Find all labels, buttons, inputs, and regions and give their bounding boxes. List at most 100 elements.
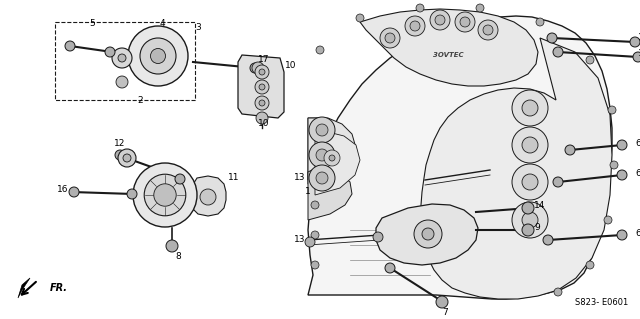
Circle shape — [522, 212, 538, 228]
Circle shape — [166, 240, 178, 252]
Circle shape — [435, 15, 445, 25]
Circle shape — [436, 296, 448, 308]
Polygon shape — [315, 132, 360, 195]
Text: 15: 15 — [638, 48, 640, 57]
Circle shape — [373, 232, 383, 242]
Text: 16: 16 — [56, 186, 68, 195]
Circle shape — [385, 263, 395, 273]
Circle shape — [617, 170, 627, 180]
Polygon shape — [238, 55, 284, 118]
Polygon shape — [308, 170, 352, 220]
Circle shape — [405, 16, 425, 36]
Polygon shape — [360, 9, 538, 86]
Circle shape — [256, 112, 268, 124]
Circle shape — [123, 154, 131, 162]
Circle shape — [522, 202, 534, 214]
Text: 10: 10 — [285, 61, 296, 70]
Circle shape — [422, 228, 434, 240]
Circle shape — [259, 84, 265, 90]
Circle shape — [144, 174, 186, 216]
Polygon shape — [308, 118, 356, 184]
Text: 5: 5 — [89, 19, 95, 28]
Circle shape — [633, 52, 640, 62]
Text: 3: 3 — [195, 24, 201, 33]
Text: 13: 13 — [294, 174, 305, 182]
Circle shape — [118, 54, 126, 62]
Circle shape — [118, 149, 136, 167]
Circle shape — [316, 46, 324, 54]
Circle shape — [483, 25, 493, 35]
Circle shape — [255, 96, 269, 110]
Polygon shape — [421, 38, 612, 299]
Text: S823- E0601: S823- E0601 — [575, 298, 628, 307]
Circle shape — [512, 164, 548, 200]
Circle shape — [133, 163, 197, 227]
Circle shape — [69, 187, 79, 197]
Circle shape — [380, 28, 400, 48]
Circle shape — [259, 100, 265, 106]
Text: 1: 1 — [305, 188, 311, 197]
Circle shape — [536, 18, 544, 26]
Text: 6: 6 — [635, 228, 640, 238]
Polygon shape — [308, 118, 345, 180]
Polygon shape — [190, 176, 226, 216]
Circle shape — [316, 172, 328, 184]
Circle shape — [430, 10, 450, 30]
Circle shape — [140, 38, 176, 74]
Text: 15: 15 — [638, 33, 640, 42]
Polygon shape — [376, 204, 478, 265]
Circle shape — [410, 21, 420, 31]
Polygon shape — [308, 16, 612, 299]
Circle shape — [416, 4, 424, 12]
Text: 6: 6 — [635, 168, 640, 177]
Circle shape — [259, 69, 265, 75]
Circle shape — [522, 100, 538, 116]
Circle shape — [255, 65, 269, 79]
Text: 7: 7 — [442, 308, 448, 317]
Circle shape — [154, 184, 176, 206]
Circle shape — [115, 150, 125, 160]
Circle shape — [512, 127, 548, 163]
Text: 8: 8 — [175, 252, 181, 261]
Text: 4: 4 — [159, 19, 165, 28]
Text: 10: 10 — [259, 119, 269, 128]
Circle shape — [311, 231, 319, 239]
Circle shape — [356, 14, 364, 22]
Circle shape — [316, 124, 328, 136]
Circle shape — [65, 41, 75, 51]
Text: 14: 14 — [534, 202, 545, 211]
Circle shape — [414, 220, 442, 248]
Polygon shape — [18, 278, 30, 298]
Text: FR.: FR. — [50, 283, 68, 293]
Text: 2: 2 — [137, 96, 143, 105]
Circle shape — [385, 33, 395, 43]
Circle shape — [547, 33, 557, 43]
Circle shape — [200, 189, 216, 205]
Circle shape — [522, 174, 538, 190]
Circle shape — [309, 117, 335, 143]
Circle shape — [128, 26, 188, 86]
Circle shape — [512, 90, 548, 126]
Circle shape — [116, 76, 128, 88]
Circle shape — [105, 47, 115, 57]
Circle shape — [250, 63, 260, 73]
Circle shape — [617, 140, 627, 150]
Circle shape — [112, 48, 132, 68]
Text: 17: 17 — [258, 56, 269, 64]
Circle shape — [604, 216, 612, 224]
Text: 3OVTEC: 3OVTEC — [433, 52, 463, 58]
Text: 11: 11 — [228, 174, 239, 182]
Circle shape — [324, 150, 340, 166]
Circle shape — [608, 106, 616, 114]
Circle shape — [586, 56, 594, 64]
Circle shape — [460, 17, 470, 27]
Text: 9: 9 — [534, 224, 540, 233]
Circle shape — [522, 137, 538, 153]
Circle shape — [305, 237, 315, 247]
Circle shape — [554, 288, 562, 296]
Text: 13: 13 — [294, 235, 305, 244]
Circle shape — [565, 145, 575, 155]
Circle shape — [309, 165, 335, 191]
Circle shape — [617, 230, 627, 240]
Circle shape — [553, 177, 563, 187]
